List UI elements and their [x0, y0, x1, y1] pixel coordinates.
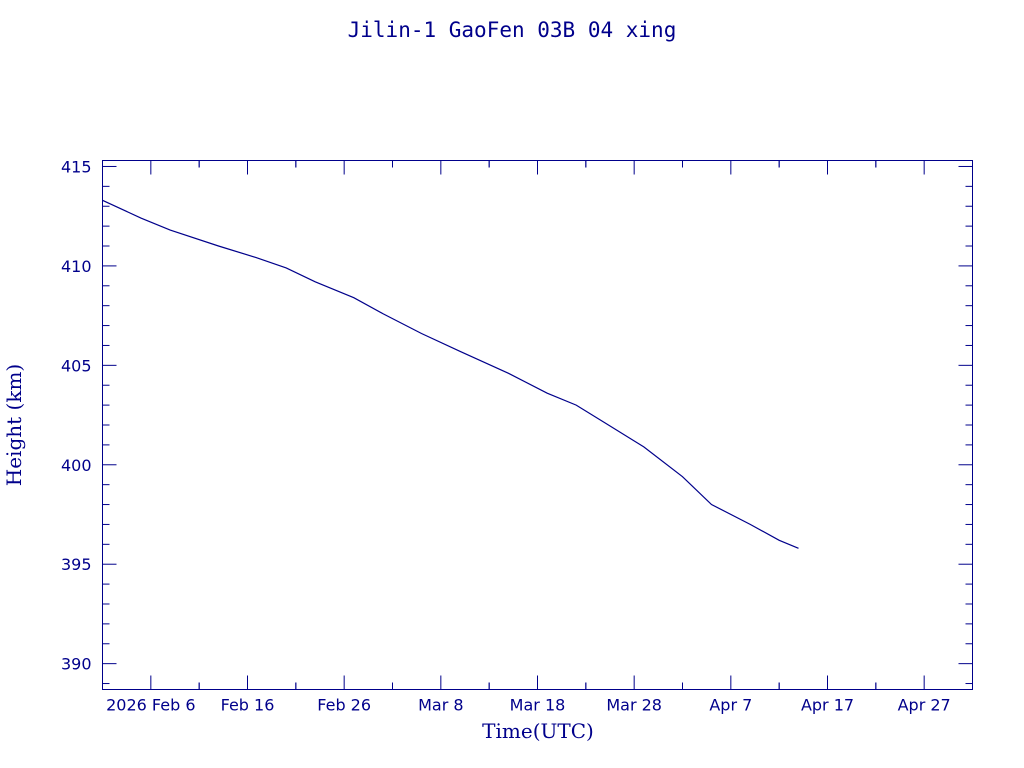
x-tick-label: Apr 27 — [898, 696, 951, 715]
x-tick-label: Mar 28 — [606, 696, 662, 715]
y-tick-label: 405 — [61, 356, 92, 375]
chart-title: Jilin-1 GaoFen 03B 04 xing — [348, 18, 677, 42]
y-tick-label: 410 — [61, 257, 92, 276]
y-axis-label: Height (km) — [2, 364, 26, 486]
x-tick-label: Mar 18 — [510, 696, 566, 715]
y-tick-label: 390 — [61, 655, 92, 674]
height-series-line — [102, 199, 799, 549]
y-tick-label: 400 — [61, 456, 92, 475]
x-tick-label: 2026 Feb 6 — [106, 696, 195, 715]
plot-frame — [102, 160, 973, 690]
y-tick-labels: 390 395 400 405 410 415 — [61, 157, 92, 673]
y-tick-label: 395 — [61, 555, 92, 574]
x-axis-label: Time(UTC) — [482, 719, 594, 743]
x-tick-label: Apr 17 — [801, 696, 854, 715]
axis-ticks — [102, 160, 973, 690]
x-tick-label: Apr 7 — [709, 696, 752, 715]
x-tick-labels: 2026 Feb 6 Feb 16 Feb 26 Mar 8 Mar 18 Mar 28 A… — [106, 696, 951, 715]
y-tick-label: 415 — [61, 157, 92, 176]
x-tick-label: Mar 8 — [418, 696, 463, 715]
x-tick-label: Feb 16 — [221, 696, 275, 715]
x-tick-label: Feb 26 — [317, 696, 371, 715]
